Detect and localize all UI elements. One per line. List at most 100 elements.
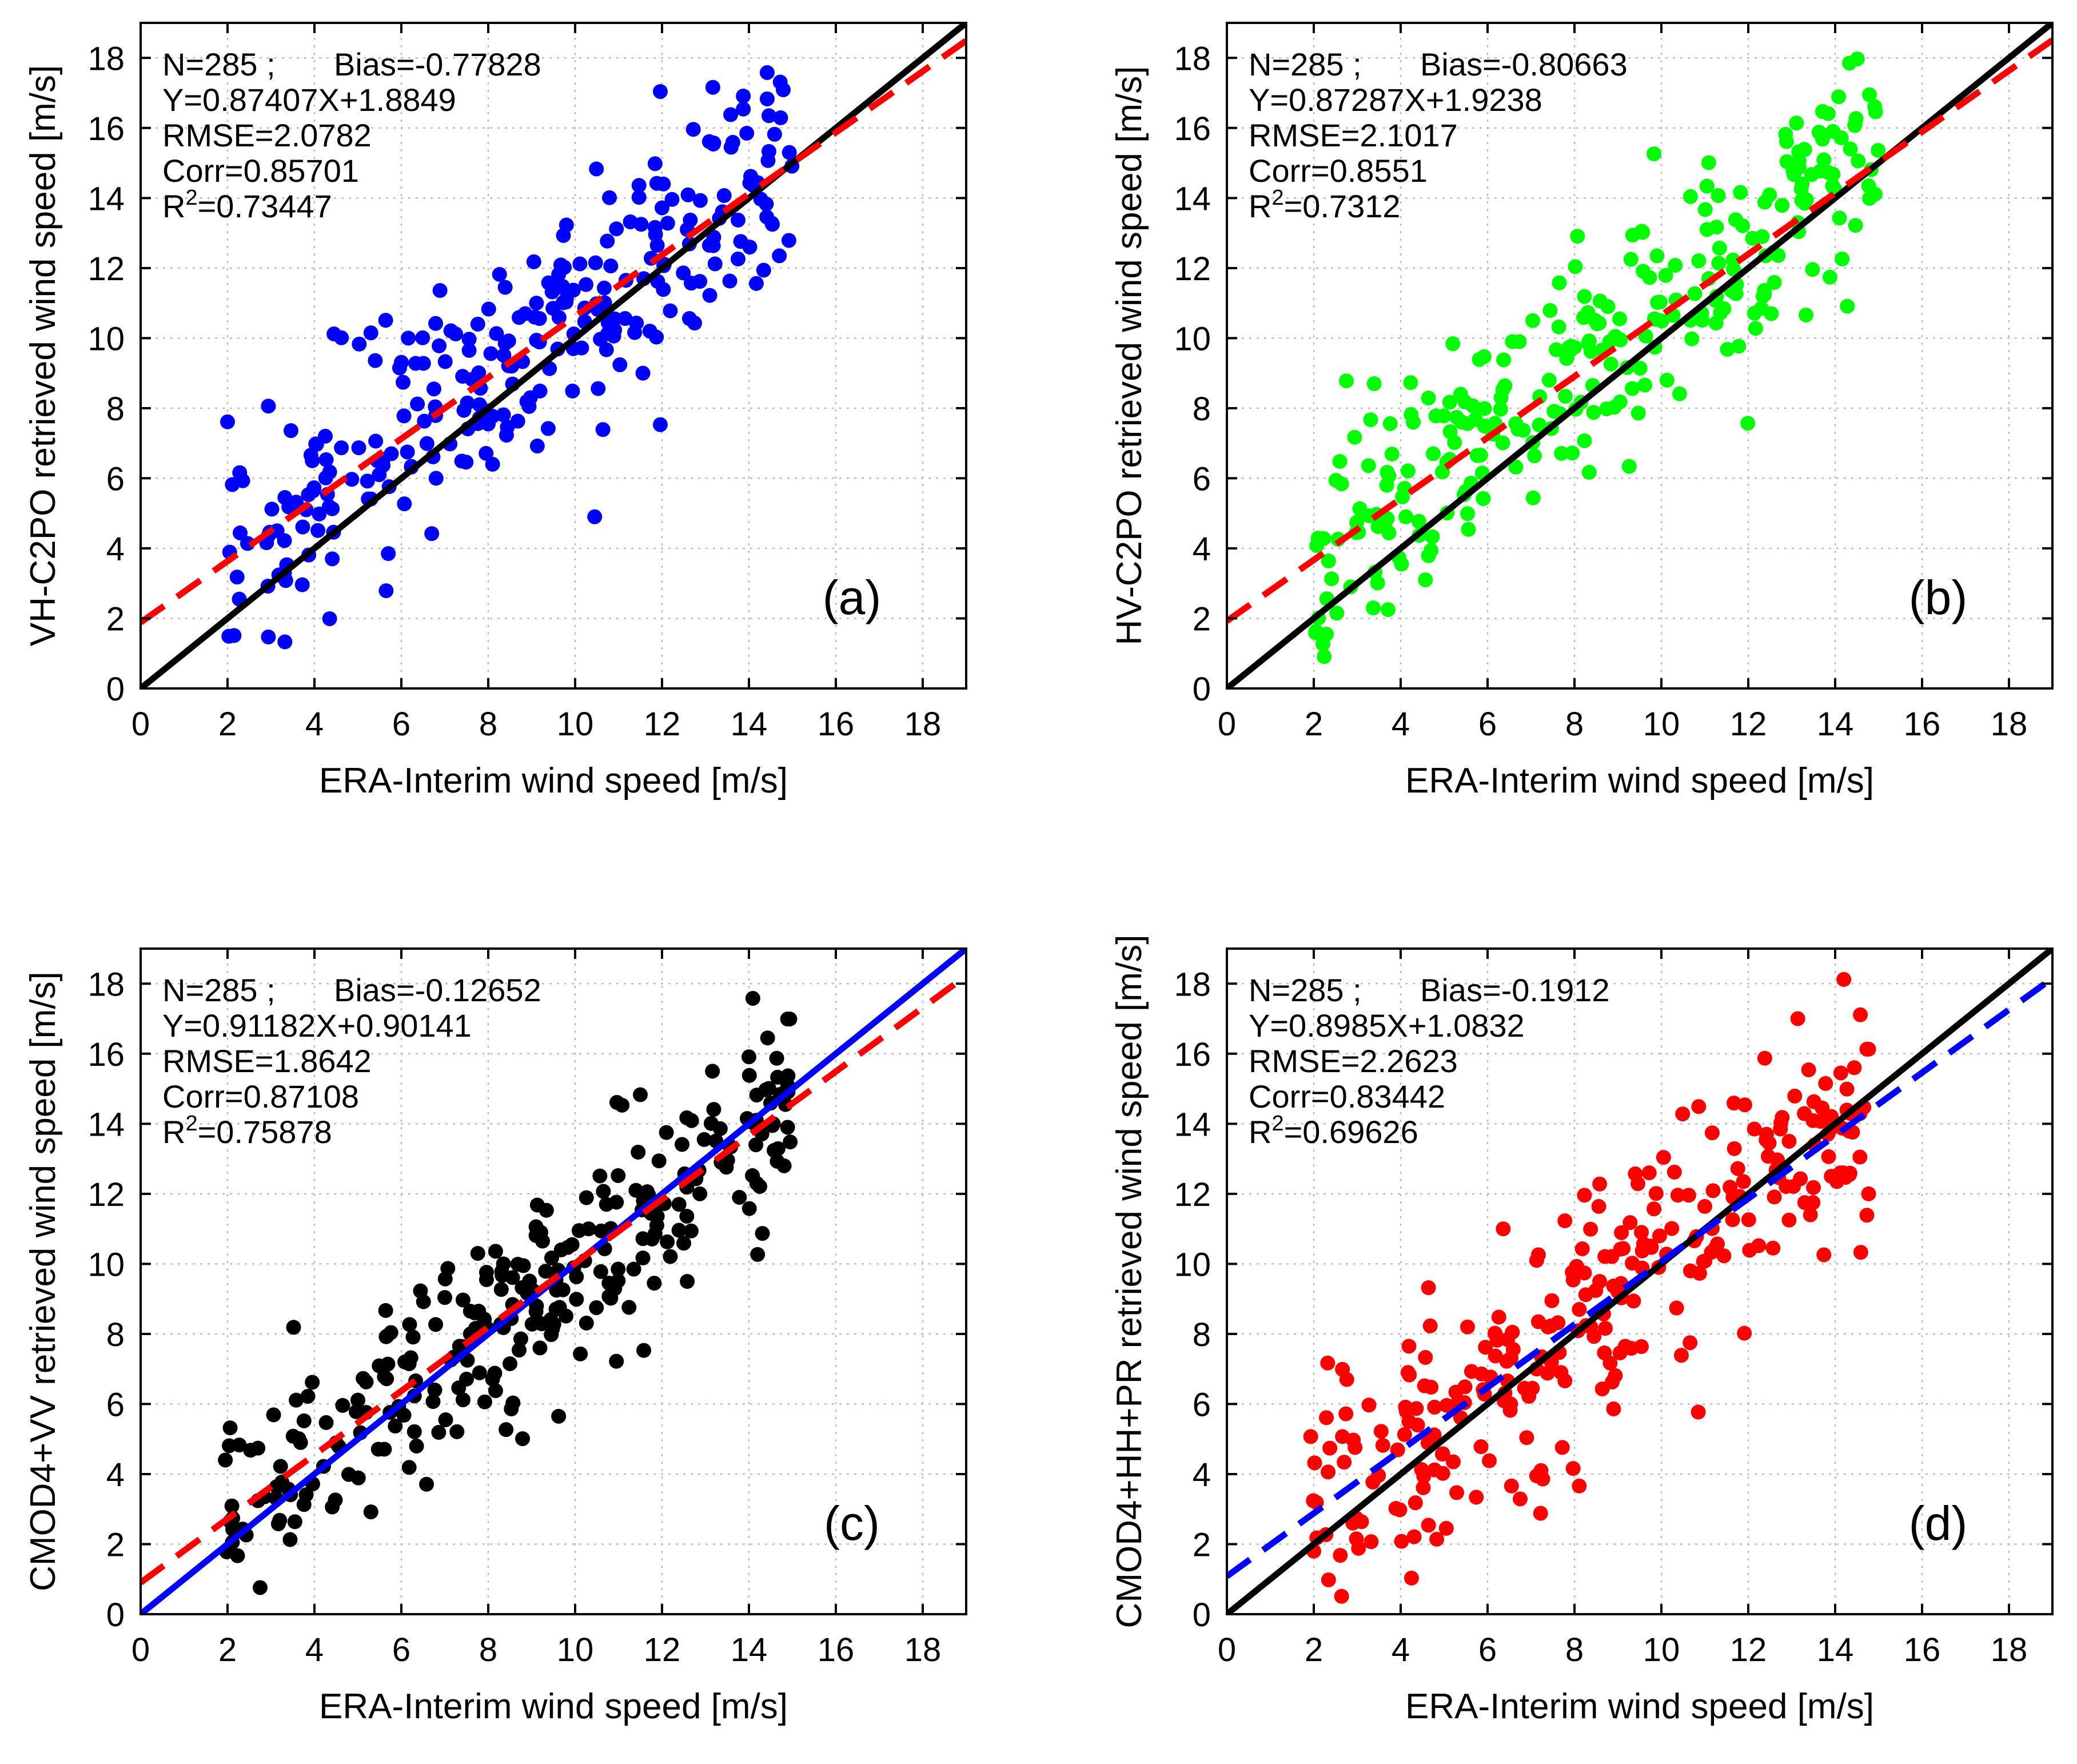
data-point	[515, 1431, 531, 1447]
data-point	[1435, 1466, 1450, 1481]
data-point	[487, 1365, 503, 1381]
data-point	[405, 1329, 421, 1345]
data-point	[1861, 1041, 1876, 1057]
data-point	[635, 1231, 651, 1247]
data-point	[591, 381, 606, 396]
data-point	[1605, 1374, 1620, 1389]
data-point	[378, 583, 394, 599]
data-point	[229, 570, 245, 585]
data-point	[723, 140, 739, 155]
data-point	[589, 1300, 604, 1315]
data-point	[334, 440, 349, 456]
x-tick-label: 2	[218, 1631, 237, 1669]
data-point	[1786, 1178, 1801, 1194]
data-point	[394, 355, 409, 370]
data-point	[401, 1354, 416, 1369]
data-point	[1603, 356, 1618, 372]
data-point	[1606, 1401, 1621, 1416]
data-point	[370, 1442, 386, 1457]
data-point	[1656, 1150, 1671, 1165]
data-point	[1402, 1367, 1417, 1383]
data-point	[1493, 401, 1508, 417]
data-point	[1592, 316, 1607, 331]
x-tick-label: 2	[1305, 706, 1323, 743]
data-point	[1476, 491, 1491, 506]
data-point	[425, 1394, 441, 1409]
data-point	[1691, 1404, 1706, 1420]
data-point	[1495, 382, 1510, 397]
x-tick-label: 10	[557, 706, 594, 743]
y-tick-label: 14	[1174, 180, 1211, 217]
data-point	[1612, 1345, 1628, 1360]
data-point	[1334, 1588, 1349, 1604]
data-point	[1361, 458, 1376, 473]
stat-equation: Y=0.87287X+1.9238	[1249, 82, 1542, 118]
data-point	[310, 523, 326, 538]
data-point	[772, 74, 788, 90]
data-point	[741, 1049, 756, 1065]
data-point	[1565, 445, 1580, 461]
data-point	[1527, 448, 1542, 464]
data-point	[1445, 336, 1461, 352]
data-point	[522, 1273, 537, 1289]
data-point	[1445, 1454, 1461, 1470]
data-point	[438, 1412, 453, 1427]
data-point	[647, 156, 663, 172]
data-point	[782, 1012, 798, 1027]
data-point	[505, 1270, 520, 1285]
panel-label: (d)	[1909, 1496, 1968, 1550]
data-point	[1791, 160, 1807, 176]
data-point	[1499, 1353, 1514, 1369]
data-point	[489, 326, 504, 341]
reference-lines	[141, 23, 966, 688]
data-point	[1697, 202, 1713, 217]
data-point	[1806, 1180, 1821, 1195]
data-point	[1339, 373, 1354, 389]
data-point	[1438, 1520, 1454, 1536]
data-point	[334, 330, 349, 345]
scatter-points	[1303, 971, 1876, 1604]
x-axis-label: ERA-Interim wind speed [m/s]	[319, 761, 788, 801]
data-point	[1577, 289, 1592, 304]
y-tick-label: 12	[87, 1176, 125, 1213]
data-point	[1861, 1186, 1876, 1201]
data-point	[701, 238, 717, 253]
data-point	[372, 1358, 387, 1373]
data-point	[749, 1088, 764, 1103]
data-point	[305, 453, 320, 468]
data-point	[1704, 1125, 1720, 1141]
data-point	[1795, 176, 1810, 192]
data-point	[1708, 1241, 1723, 1256]
data-point	[1380, 602, 1396, 618]
data-point	[1424, 1380, 1439, 1395]
data-point	[553, 257, 568, 273]
data-point	[1421, 391, 1436, 406]
data-point	[609, 1194, 624, 1210]
data-point	[1775, 198, 1790, 213]
y-tick-label: 2	[1193, 600, 1211, 638]
y-tick-label: 18	[87, 40, 125, 77]
data-point	[318, 452, 334, 467]
data-point	[660, 1234, 675, 1249]
data-point	[680, 187, 696, 202]
reference-lines	[141, 949, 966, 1614]
data-point	[1815, 132, 1830, 147]
x-tick-label: 12	[1730, 1631, 1767, 1669]
data-point	[663, 303, 678, 318]
data-point	[663, 1249, 678, 1264]
data-point	[416, 1294, 431, 1309]
data-point	[1409, 1401, 1424, 1416]
data-point	[705, 1064, 720, 1079]
data-point	[1394, 556, 1409, 572]
data-point	[684, 1113, 699, 1128]
data-point	[1658, 268, 1673, 283]
data-point	[596, 1184, 611, 1199]
data-point	[437, 1290, 452, 1305]
stat-r2: R2=0.69626	[1249, 1112, 1418, 1150]
data-point	[752, 1178, 767, 1194]
data-point	[702, 288, 717, 303]
data-point	[1559, 351, 1574, 366]
data-point	[1767, 1189, 1782, 1205]
data-point	[1572, 1302, 1587, 1317]
